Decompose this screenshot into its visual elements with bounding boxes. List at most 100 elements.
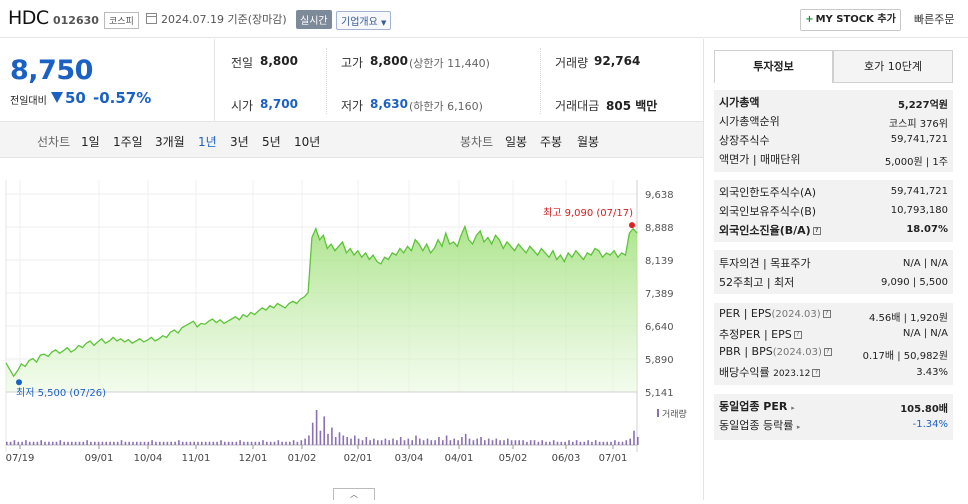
dividend-value: 3.43%: [916, 367, 948, 378]
period-1w[interactable]: 1주일: [113, 135, 143, 149]
volume-bar: [484, 440, 486, 445]
volume-bar: [315, 410, 318, 445]
volume-bar: [44, 441, 46, 445]
help-icon[interactable]: ?: [822, 310, 831, 318]
market-cap-label: 시가총액: [719, 96, 760, 109]
help-icon[interactable]: ?: [823, 348, 832, 356]
est-per-eps-value: N/A | N/A: [902, 328, 948, 339]
x-tick-label: 07/01: [599, 453, 628, 464]
volume-bar: [583, 441, 586, 445]
volume-bar: [587, 440, 589, 445]
volume-bar: [388, 440, 390, 445]
volume-bar: [86, 440, 88, 445]
x-tick-label: 01/02: [288, 453, 317, 464]
volume-bar: [499, 440, 501, 445]
volume-bar: [373, 438, 375, 445]
stock-code: 012630: [53, 14, 99, 27]
volume-bar: [170, 441, 172, 445]
candle-weekly[interactable]: 주봉: [540, 135, 563, 149]
foreign-ratio-label: 외국인소진율(B/A)?: [719, 222, 821, 238]
volume-bar: [606, 441, 608, 445]
add-mystock-button[interactable]: + MY STOCK 추가: [800, 9, 901, 31]
volume-bar: [155, 441, 157, 445]
volume-bar: [365, 437, 368, 445]
volume-bar: [522, 440, 524, 445]
volume-bar: [399, 437, 402, 445]
volume-bar: [116, 441, 119, 445]
lower-limit: (하한가 6,160): [409, 100, 483, 113]
help-icon[interactable]: ?: [812, 227, 821, 235]
candle-chart-label: 봉차트: [460, 135, 494, 149]
stock-name: HDC: [8, 7, 49, 29]
volume-bar: [277, 440, 280, 445]
candle-daily[interactable]: 일봉: [505, 135, 528, 149]
volume-bar: [357, 438, 360, 445]
foreign-limit-label: 외국인한도주식수(A): [719, 186, 817, 199]
volume-legend-label: 거래량: [662, 408, 687, 420]
volume-bar: [250, 441, 253, 445]
volume-bar: [354, 435, 356, 445]
period-1y[interactable]: 1년: [198, 135, 217, 149]
help-icon[interactable]: ?: [793, 331, 802, 339]
volume-bar: [453, 438, 455, 445]
volume-bar: [296, 441, 299, 445]
volume-bar: [82, 441, 85, 445]
candle-monthly[interactable]: 월봉: [577, 135, 600, 149]
volume-bar: [334, 437, 337, 445]
period-3y[interactable]: 3년: [230, 135, 249, 149]
period-1d[interactable]: 1일: [81, 135, 100, 149]
chevron-up-icon: ︿: [350, 490, 358, 499]
volume-bar: [545, 441, 547, 445]
volume-bar: [59, 440, 62, 445]
period-3m[interactable]: 3개월: [155, 135, 185, 149]
market-cap-rank-label: 시가총액순위: [719, 115, 780, 128]
price-chart[interactable]: 9,638 8,888 8,139 7,389 6,640 5,890 5,141 최고 9…: [0, 160, 703, 500]
volume-bar: [258, 441, 260, 445]
volume-bar: [575, 440, 578, 445]
volume-bar: [224, 441, 226, 445]
y-tick-label: 9,638: [645, 190, 674, 201]
volume-label: 거래량: [555, 56, 589, 70]
market-cap-rank-value: 코스피 376위: [888, 119, 948, 130]
tab-investment-info[interactable]: 투자정보: [714, 50, 833, 83]
chart-collapse-button[interactable]: ︿: [333, 488, 375, 500]
divider: [326, 48, 327, 114]
volume-value: 92,764: [594, 54, 641, 68]
volume-bar: [262, 440, 264, 445]
realtime-button[interactable]: 실시간: [296, 10, 332, 29]
volume-bar: [621, 441, 624, 445]
x-tick-label: 09/01: [85, 453, 114, 464]
plus-icon: +: [805, 14, 814, 25]
tab-order-book[interactable]: 호가 10단계: [833, 50, 953, 83]
volume-bar: [51, 441, 54, 445]
volume-bar: [193, 441, 195, 445]
help-icon[interactable]: ?: [812, 369, 821, 377]
volume-bar: [476, 438, 478, 445]
volume-bar: [468, 438, 471, 445]
volume-bar: [568, 440, 570, 445]
volume-bar: [289, 441, 291, 445]
volume-bar: [13, 440, 16, 445]
company-overview-button[interactable]: 기업개요 ▼: [336, 11, 392, 30]
period-10y[interactable]: 10년: [294, 135, 321, 149]
info-group-foreign: [714, 180, 953, 242]
volume-bar: [518, 440, 520, 445]
volume-bar: [407, 438, 410, 445]
volume-bar: [442, 440, 444, 445]
volume-bar: [269, 441, 272, 445]
volume-bar: [101, 441, 104, 445]
change-percent: -0.57%: [93, 89, 152, 107]
volume-bar: [132, 441, 134, 445]
x-tick-label: 02/01: [344, 453, 373, 464]
industry-change-label[interactable]: 동일업종 등락률 ▸: [719, 419, 801, 432]
volume-bar: [510, 440, 513, 445]
industry-per-label[interactable]: 동일업종 PER ▸: [719, 400, 795, 413]
period-5y[interactable]: 5년: [262, 135, 281, 149]
volume-bar: [503, 440, 505, 445]
y-tick-label: 5,141: [645, 388, 674, 399]
volume-bar: [342, 435, 345, 445]
volume-bar: [208, 441, 211, 445]
opinion-label: 투자의견 | 목표주가: [719, 257, 811, 270]
quick-order-button[interactable]: 빠른주문: [914, 13, 955, 26]
amount-label: 거래대금: [555, 99, 600, 113]
